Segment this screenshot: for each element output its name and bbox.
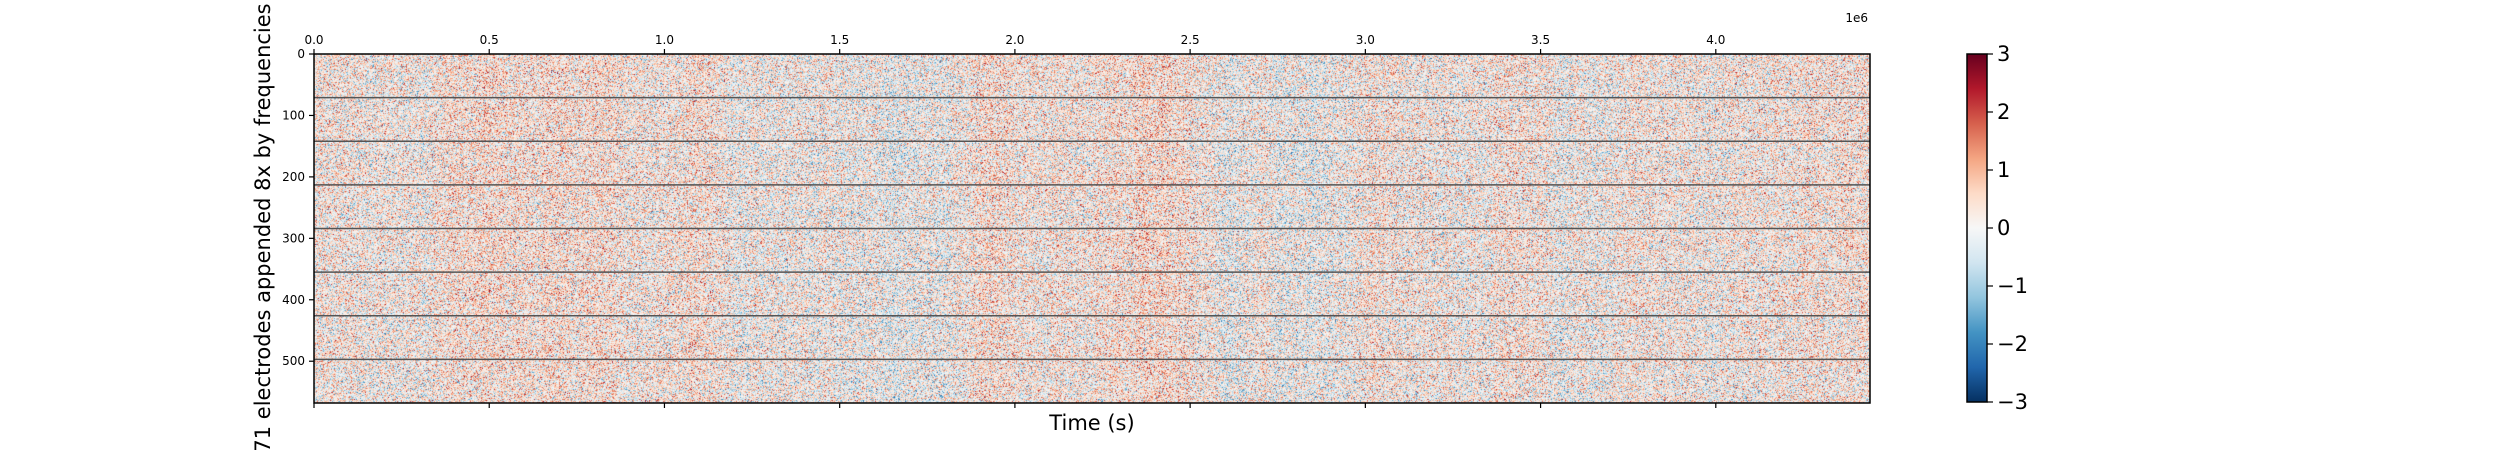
colorbar-ticks: 3 2 1 0 −1 −2 −3 — [1987, 42, 2028, 414]
x-axis-bottom — [313, 403, 1717, 408]
heatmap-plot — [313, 53, 1871, 404]
colorbar-tick-label-0: 3 — [1997, 42, 2010, 66]
x-tick-label-7: 3.5 — [1531, 33, 1550, 47]
colorbar-tick-label-1: 2 — [1997, 100, 2010, 124]
x-tick-label-3: 1.5 — [830, 33, 849, 47]
y-axis: 0 100 200 300 400 500 — [282, 47, 314, 368]
x-offset-label: 1e6 — [1845, 11, 1868, 25]
x-tick-label-4: 2.0 — [1005, 33, 1024, 47]
band-separators — [314, 96, 1870, 361]
colorbar-tick-label-6: −3 — [1997, 390, 2028, 414]
colorbar-tick-label-3: 0 — [1997, 216, 2010, 240]
y-tick-label-3: 300 — [282, 231, 305, 245]
colorbar: 3 2 1 0 −1 −2 −3 — [1966, 42, 2028, 414]
x-axis-label: Time (s) — [1048, 411, 1134, 435]
x-tick-label-1: 0.5 — [480, 33, 499, 47]
colorbar-gradient — [1967, 54, 1987, 402]
y-tick-label-0: 0 — [297, 47, 305, 61]
x-tick-label-0: 0.0 — [304, 33, 323, 47]
y-axis-label: 71 electrodes appended 8x by frequencies — [251, 3, 275, 450]
y-tick-label-2: 200 — [282, 170, 305, 184]
x-tick-label-8: 4.0 — [1706, 33, 1725, 47]
plot-frame — [313, 53, 1871, 404]
y-tick-label-4: 400 — [282, 293, 305, 307]
x-tick-label-6: 3.0 — [1356, 33, 1375, 47]
y-tick-label-1: 100 — [282, 108, 305, 122]
x-tick-label-5: 2.5 — [1181, 33, 1200, 47]
colorbar-tick-label-4: −1 — [1997, 274, 2028, 298]
x-tick-label-2: 1.0 — [655, 33, 674, 47]
colorbar-tick-label-5: −2 — [1997, 332, 2028, 356]
x-axis-top: 0.0 0.5 1.0 1.5 2.0 2.5 3.0 3.5 4.0 — [304, 33, 1725, 54]
y-tick-label-5: 500 — [282, 354, 305, 368]
colorbar-tick-label-2: 1 — [1997, 158, 2010, 182]
